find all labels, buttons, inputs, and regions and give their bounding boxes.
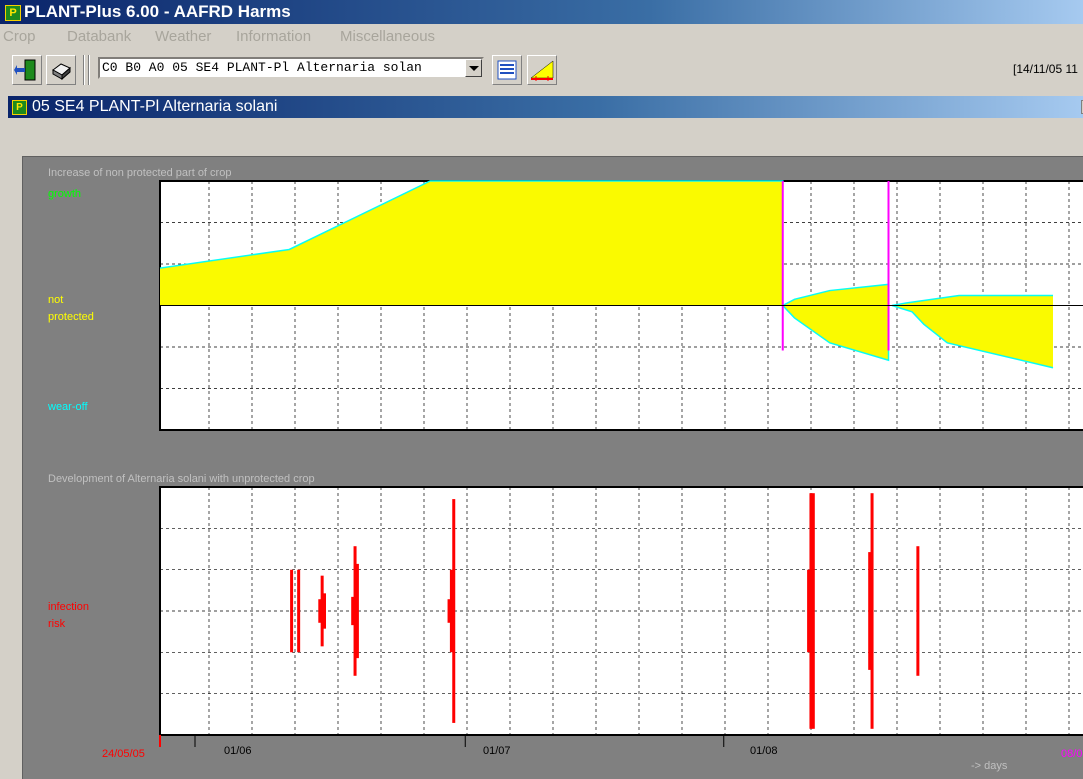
edge-wear-off-2 (891, 304, 1054, 369)
wear-off-label: wear-off (48, 401, 88, 413)
printer-icon (52, 63, 71, 81)
infection-risk-bar (449, 569, 453, 653)
infection-risk-bar (916, 546, 920, 676)
plot2-area (159, 486, 1083, 736)
child-window-title: 05 SE4 PLANT-Pl Alternaria solani (32, 98, 278, 115)
infection-risk-bar (452, 499, 456, 723)
growth-label: growth (48, 188, 82, 200)
child-minimize-button[interactable] (1081, 100, 1083, 114)
menu-miscellaneous[interactable]: Miscellaneous (340, 28, 436, 45)
list-view-icon (497, 60, 517, 80)
combo-dropdown-button[interactable] (465, 59, 482, 77)
chart-view-button[interactable] (527, 55, 557, 85)
area-wear-off-2 (892, 305, 1053, 368)
end-date-label: 08/0 (1061, 748, 1083, 760)
menu-databank[interactable]: Databank (67, 28, 132, 45)
infection-risk-bar (290, 569, 294, 653)
plot2-title: Development of Alternaria solani with un… (48, 473, 315, 485)
infection-label: infection (48, 601, 89, 613)
infection-risk-bar (318, 599, 322, 623)
infection-risk-bar (355, 563, 359, 659)
exit-button[interactable] (12, 55, 42, 85)
print-button[interactable] (46, 55, 76, 85)
infection-risk-bar (809, 493, 813, 729)
toolbar-separator (83, 55, 85, 85)
edge-after-spray-2 (891, 294, 1053, 307)
child-window-titlebar[interactable]: P 05 SE4 PLANT-Pl Alternaria solani (8, 96, 1083, 118)
plot1-title: Increase of non protected part of crop (48, 167, 232, 179)
chart-panel: Increase of non protected part of crop g… (22, 156, 1083, 779)
infection-risk-bar (351, 596, 355, 626)
not-label: not (48, 294, 64, 306)
chart-view-icon (530, 60, 554, 81)
child-window-icon: P (12, 100, 27, 115)
exit-door-icon (14, 59, 36, 81)
infection-risk-bar (868, 552, 872, 670)
list-view-button[interactable] (492, 55, 522, 85)
menu-weather[interactable]: Weather (155, 28, 212, 45)
infection-risk-bar (807, 569, 811, 653)
crop-selection-combo[interactable]: C0 B0 A0 05 SE4 PLANT-Pl Alternaria sola… (98, 57, 484, 79)
area-growth (160, 181, 783, 306)
infection-risk-bar (353, 546, 357, 676)
app-titlebar[interactable]: P PLANT-Plus 6.00 - AAFRD Harms (0, 0, 1083, 24)
menu-information[interactable]: Information (236, 28, 312, 45)
days-units-label: -> days (971, 760, 1008, 772)
infection-risk-bar (323, 593, 326, 629)
infection-risk-bar (297, 569, 301, 653)
menu-crop[interactable]: Crop (3, 28, 36, 45)
tick-label-01-08: 01/08 (750, 745, 778, 757)
area-after-spray-2 (892, 295, 1053, 306)
toolbar-separator (88, 55, 90, 85)
infection-risk-bar (447, 599, 451, 623)
datetime-readout: [14/11/05 11 (1013, 62, 1078, 76)
plot1-area (159, 180, 1083, 431)
start-date-label: 24/05/05 (102, 748, 145, 760)
x-axis (159, 735, 725, 747)
charts-svg (159, 180, 1083, 747)
infection-risk-bar (811, 493, 815, 729)
window-title: PLANT-Plus 6.00 - AAFRD Harms (24, 2, 291, 21)
infection-risk-bar (870, 493, 874, 729)
tick-label-01-06: 01/06 (224, 745, 252, 757)
protected-label: protected (48, 311, 94, 323)
toolbar (0, 50, 1083, 90)
risk-label: risk (48, 618, 66, 630)
infection-risk-bar (320, 575, 324, 647)
tick-label-01-07: 01/07 (483, 745, 511, 757)
plant-plus-app-icon: P (5, 5, 21, 21)
